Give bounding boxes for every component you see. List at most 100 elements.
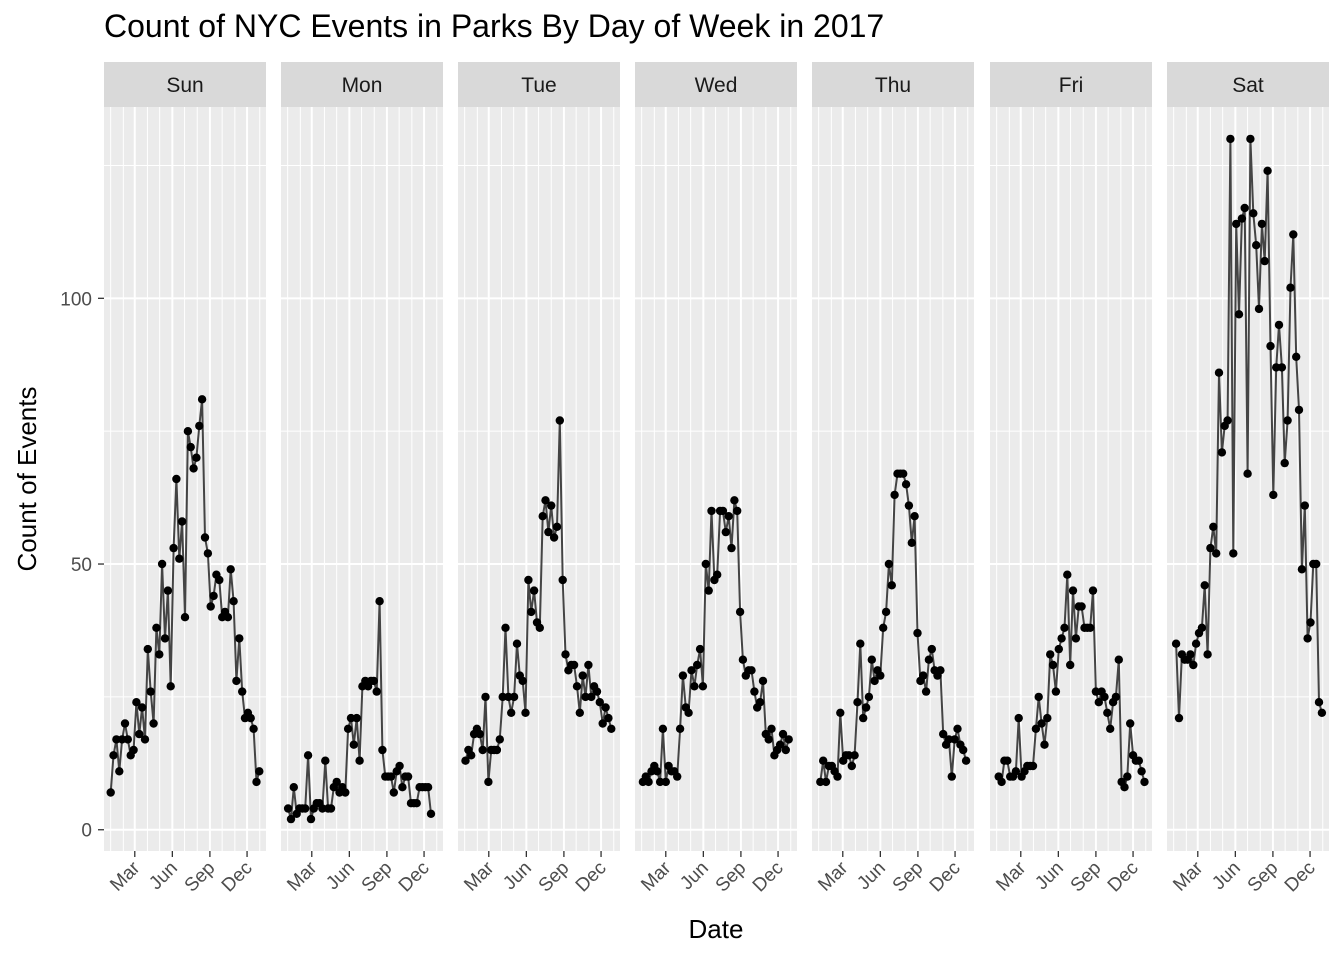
data-point [423, 783, 433, 792]
data-point [604, 713, 613, 723]
data-point [687, 666, 696, 675]
data-point [1054, 644, 1064, 654]
data-point [1249, 209, 1258, 218]
data-point [1037, 719, 1046, 728]
data-point [724, 512, 733, 521]
data-point [143, 644, 152, 654]
data-point [919, 671, 928, 680]
data-point [215, 575, 224, 585]
data-point [332, 777, 341, 787]
data-point [203, 549, 213, 558]
data-point [707, 506, 716, 516]
data-point [1314, 698, 1324, 707]
data-point [595, 698, 604, 707]
data-point [718, 506, 728, 516]
facet-strip [104, 62, 266, 107]
data-point [1114, 655, 1124, 664]
data-point [727, 543, 736, 553]
data-point [246, 713, 255, 723]
data-point [475, 729, 484, 739]
data-point [306, 814, 316, 824]
data-point [426, 809, 436, 818]
data-point [238, 687, 247, 696]
data-point [355, 756, 364, 765]
x-tick-label: Dec [1104, 858, 1143, 897]
data-point [1077, 602, 1086, 611]
data-point [1046, 650, 1055, 659]
data-point [861, 703, 871, 712]
data-point [1191, 639, 1201, 648]
data-point [1297, 565, 1307, 574]
data-point [1300, 501, 1310, 510]
x-tick-label: Sep [712, 858, 751, 897]
data-point [1171, 639, 1181, 648]
data-point [461, 756, 470, 765]
data-point [876, 671, 885, 680]
x-tick-label: Jun [853, 858, 890, 895]
data-point [713, 570, 722, 579]
data-point [132, 698, 141, 707]
facet-strip [281, 62, 443, 107]
data-point [135, 729, 144, 739]
data-point [1197, 623, 1207, 632]
data-point [1237, 214, 1247, 223]
x-tick-label: Sep [535, 858, 574, 897]
data-point [1223, 416, 1232, 425]
data-point [738, 655, 748, 664]
data-point [341, 788, 350, 797]
data-point [997, 777, 1006, 787]
data-point [859, 713, 868, 723]
data-point [507, 708, 516, 717]
x-tick-label: Sep [1244, 858, 1283, 897]
x-tick-label: Mar [637, 857, 675, 895]
data-point [1317, 708, 1327, 717]
data-point [698, 682, 708, 691]
x-tick-label: Dec [572, 858, 611, 897]
facet-strip [458, 62, 620, 107]
data-point [575, 708, 584, 717]
data-point [1292, 352, 1301, 361]
data-point [730, 496, 739, 505]
data-point [521, 708, 530, 717]
data-point [478, 745, 487, 755]
data-point [386, 772, 396, 781]
data-point [1229, 549, 1238, 558]
data-point [775, 740, 785, 749]
data-point [950, 735, 959, 744]
data-point [529, 586, 539, 595]
data-point [1212, 549, 1221, 558]
data-point [235, 634, 244, 643]
data-point [1243, 469, 1252, 478]
data-point [961, 756, 971, 765]
data-point [200, 533, 210, 542]
data-point [850, 751, 859, 760]
facet-strip-label: Sat [1232, 74, 1264, 97]
data-point [704, 586, 713, 595]
data-point [890, 490, 899, 500]
data-point [538, 512, 547, 521]
data-point [232, 676, 241, 686]
data-point [1209, 522, 1218, 531]
data-point [581, 692, 590, 702]
data-point [901, 480, 911, 489]
data-point [1312, 559, 1321, 569]
x-tick-label: Mar [814, 857, 852, 895]
data-point [764, 735, 773, 744]
data-point [349, 740, 358, 749]
facet-strip-label: Mon [342, 74, 383, 97]
data-point [833, 772, 842, 781]
data-point [378, 745, 387, 755]
data-point [1277, 363, 1287, 372]
facet-strip [635, 62, 797, 107]
data-point [673, 772, 682, 781]
data-point [1063, 570, 1072, 579]
data-point [1040, 740, 1049, 749]
data-point [1011, 767, 1021, 776]
data-point [169, 543, 178, 553]
data-point [372, 687, 381, 696]
data-point [1100, 692, 1109, 702]
